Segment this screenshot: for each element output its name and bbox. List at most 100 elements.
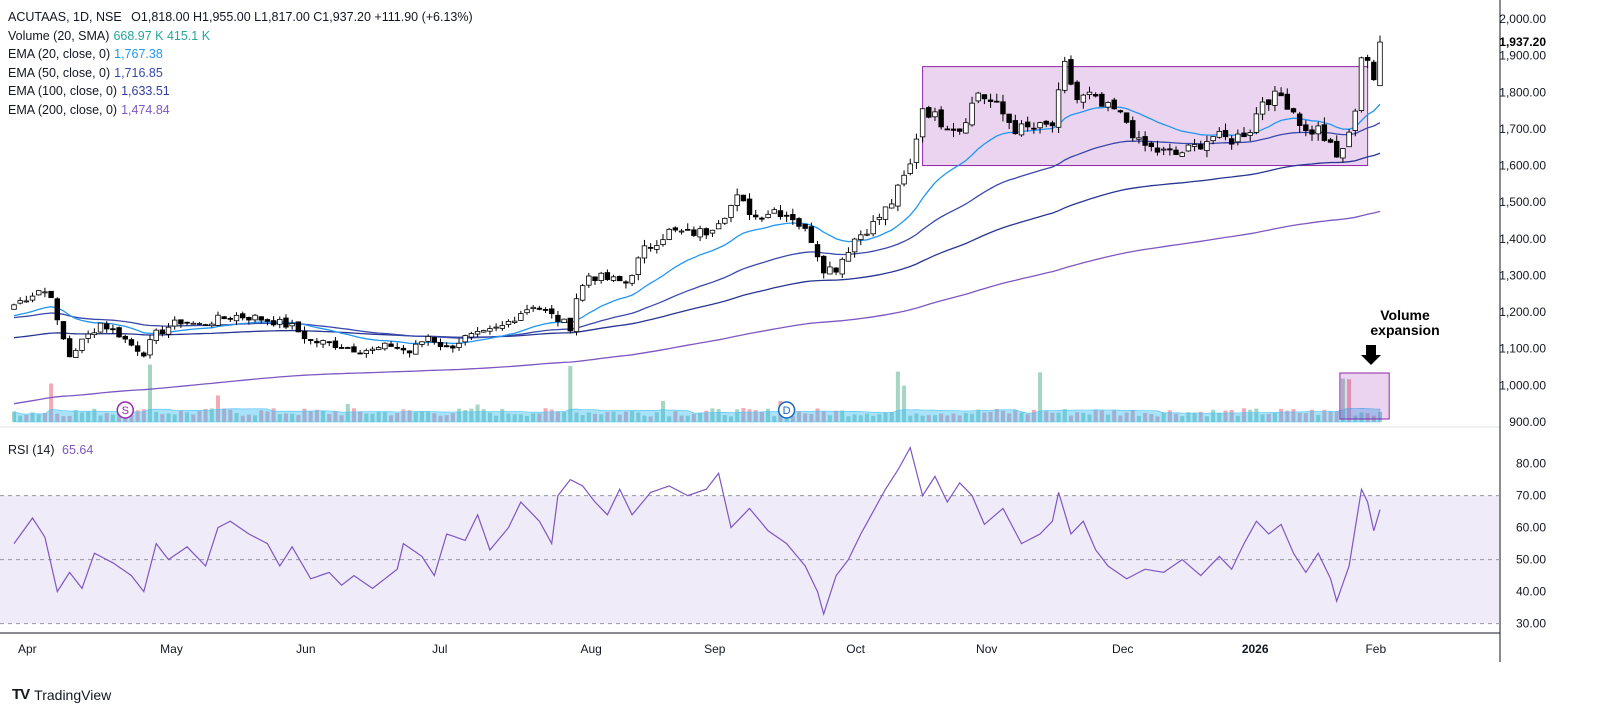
time-tick-label: Feb [1365, 642, 1386, 656]
volume-bar [321, 410, 326, 422]
candle [771, 207, 777, 214]
volume-bar [605, 412, 610, 422]
candle-body [1055, 89, 1062, 128]
rsi-pane: 80.00 70.00 60.00 50.00 40.00 30.00 [0, 445, 1546, 631]
candle [1092, 92, 1099, 98]
candle-body [320, 340, 326, 345]
candle-body [85, 333, 91, 339]
candle [1062, 56, 1068, 94]
volume-bar [259, 410, 264, 422]
legend-value: 1,633.51 [121, 84, 170, 99]
candle [1012, 114, 1019, 135]
candle [882, 206, 889, 226]
candle [703, 227, 709, 239]
candle [252, 313, 258, 323]
candle [338, 344, 345, 349]
candle [1173, 146, 1179, 156]
volume-bar [197, 411, 202, 422]
candle [382, 342, 388, 351]
candle [375, 346, 382, 351]
candle-body [134, 345, 141, 352]
candle [567, 317, 573, 334]
price-tick-label: 2,000.00 [1499, 12, 1546, 26]
volume-bar [36, 414, 41, 422]
candle-body [314, 340, 320, 344]
candle-body [1154, 147, 1161, 153]
candle-body [759, 217, 765, 220]
candle [697, 225, 703, 242]
candle-body [1222, 129, 1229, 138]
candle-body [1160, 148, 1167, 151]
candle [901, 170, 907, 187]
volume-bar [61, 416, 66, 422]
event-marker-label: S [122, 405, 129, 417]
volume-bar [586, 412, 591, 422]
time-tick-label: Jun [296, 642, 315, 656]
candle [1006, 113, 1012, 130]
volume-bar [1340, 378, 1345, 422]
volume-bar [858, 415, 863, 422]
candle-body [246, 316, 252, 321]
candle-body [821, 255, 827, 274]
candle [981, 94, 988, 105]
volume-bar [840, 410, 845, 422]
candle-body [252, 314, 258, 321]
volume-bar [290, 413, 295, 422]
candle [647, 243, 654, 252]
candle [1241, 127, 1247, 138]
volume-bar [543, 408, 548, 422]
volume-bar [1007, 413, 1012, 422]
volume-bar [728, 416, 733, 422]
volume-bar [1272, 413, 1277, 422]
volume-bar [902, 385, 907, 422]
volume-expansion-box [1339, 372, 1390, 420]
volume-bar [636, 412, 641, 422]
candle [419, 341, 425, 348]
volume-bar [314, 409, 319, 422]
candle-body [579, 285, 586, 301]
volume-bar [450, 413, 455, 422]
volume-bar [722, 414, 727, 422]
volume-bar [1303, 413, 1308, 422]
legend-label: Volume (20, SMA) [8, 28, 110, 43]
volume-bar [104, 412, 109, 422]
candle-body [814, 244, 821, 258]
candle-body [1173, 149, 1179, 155]
candle-body [913, 138, 920, 163]
candle-body [1185, 144, 1192, 152]
volume-bar [55, 413, 60, 422]
volume-bar [599, 414, 604, 422]
candle [1000, 94, 1006, 122]
candle [598, 271, 604, 284]
candle-body [1352, 110, 1358, 131]
candle [746, 193, 753, 220]
volume-bar [283, 413, 288, 422]
volume-bar [1038, 372, 1043, 422]
candle-body [437, 342, 444, 347]
time-tick-label: Aug [580, 642, 601, 656]
price-tick-label: 1,500.00 [1499, 195, 1546, 209]
candle-body [178, 319, 184, 325]
candle [1167, 143, 1173, 156]
volume-bar [1062, 409, 1067, 422]
candle [1142, 131, 1148, 152]
tradingview-logo[interactable]: TV TradingView [12, 686, 111, 703]
volume-bar [525, 415, 530, 422]
candle-body [283, 317, 289, 328]
time-tick-label: Jul [432, 642, 447, 656]
candle [938, 106, 944, 130]
candle-body [1377, 41, 1383, 87]
candle-body [975, 92, 981, 102]
volume-bar [803, 413, 808, 422]
candle [530, 305, 536, 312]
candle-body [1327, 139, 1334, 143]
candle [1216, 127, 1222, 139]
legend-row: EMA (200, close, 0) 1,474.84 [8, 101, 473, 120]
symbol-label: ACUTAAS, 1D, NSE [8, 10, 122, 24]
candle [42, 287, 48, 298]
candle [511, 316, 518, 324]
candle [722, 217, 728, 225]
candle-body [932, 111, 938, 118]
candle [1253, 107, 1260, 135]
